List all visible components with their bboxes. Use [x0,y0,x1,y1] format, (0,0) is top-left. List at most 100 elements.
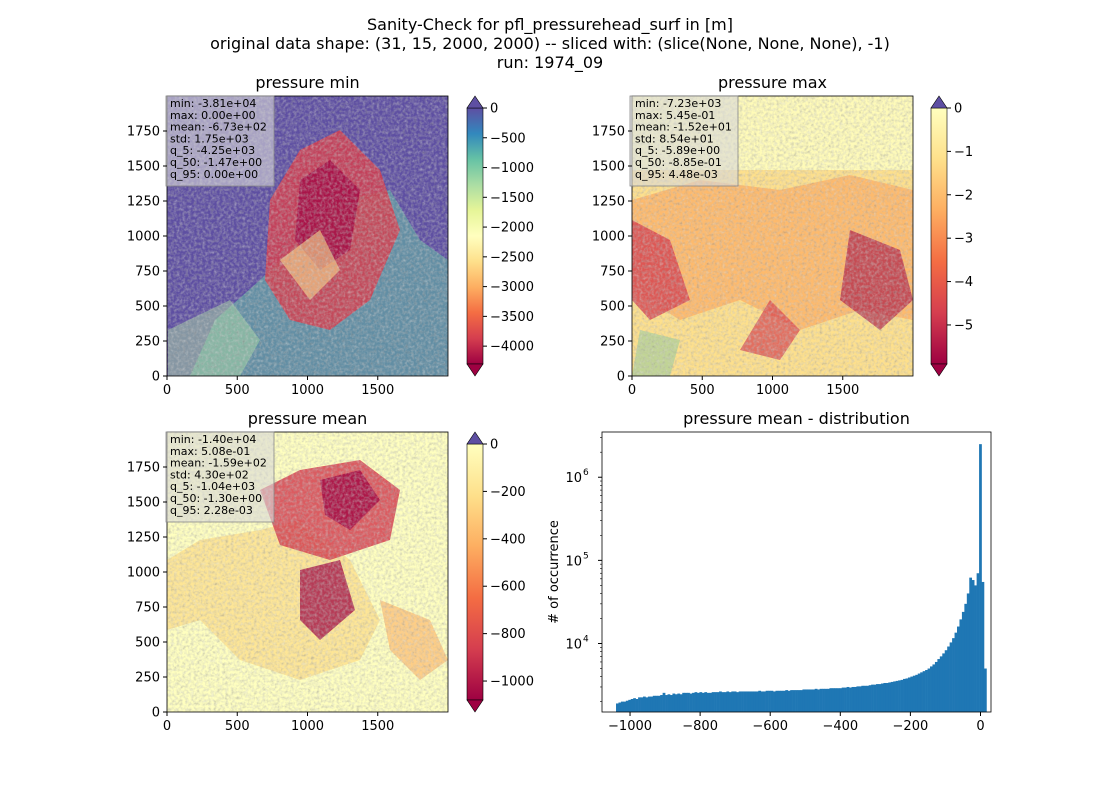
histogram-bar [885,682,889,712]
x-tick-label: 500 [225,719,250,734]
histogram-bar [927,668,931,712]
panel-distribution: pressure mean - distribution −1000 −800 −6… [547,409,992,734]
histogram-bar [880,683,884,712]
y-tick-label: 0 [152,706,160,721]
histogram-bar [770,690,774,712]
histogram-bar [746,691,749,712]
histogram-bar [736,692,739,712]
panel-title: pressure mean - distribution [683,409,910,428]
histogram-bar [669,695,673,712]
histogram-bar [716,692,720,712]
histogram-bar [687,692,690,712]
x-tick-label: 500 [225,383,250,398]
histogram-bar [930,666,933,712]
x-tick-label: 1000 [291,383,324,398]
y-tick-label: 1000 [127,230,160,245]
stats-line: std: 1.75e+03 [170,132,249,145]
histogram-bar [910,676,914,712]
colorbar-tick-label: −4 [954,275,973,290]
colorbar-extend-max [930,95,948,109]
histogram-bar [920,672,923,712]
histogram-bar [905,678,909,712]
histogram-bar [834,688,838,712]
colorbar-tick-label: −1 [954,145,973,160]
colorbar-extend-min [466,363,484,377]
histogram-bar [628,699,632,712]
histogram-bar [682,692,686,712]
histogram-bar [900,679,904,712]
y-tick-label: 1750 [127,125,160,140]
histogram-bar [861,685,865,712]
histogram-bar [782,690,786,712]
histogram-bar [763,691,766,712]
histogram-bar [873,684,877,712]
stats-line: mean: -6.73e+02 [170,121,267,134]
stats-line: q_50: -1.30e+00 [170,492,262,505]
stats-line: q_50: -8.85e-01 [635,156,722,169]
histogram-bar [809,689,813,712]
histogram-bar [961,611,965,712]
histogram-bar [853,686,857,712]
histogram-bar [863,685,867,712]
histogram-bar [839,688,843,712]
y-tick-label: 0 [152,370,160,385]
histogram-bar [792,690,796,712]
colorbar-tick-label: −200 [490,485,526,500]
histogram-bar [657,695,661,712]
suptitle-line: original data shape: (31, 15, 2000, 2000… [210,34,890,53]
histogram-bar [714,692,717,712]
histogram-bar [777,690,781,712]
histogram-bar [802,689,806,712]
histogram-bar [731,691,735,712]
y-tick-label: 1500 [592,160,625,175]
histogram-bar [981,581,985,712]
stats-line: q_95: 2.28e-03 [170,504,253,517]
histogram-bar [748,691,752,712]
colorbar-tick-label: −1000 [490,161,534,176]
colorbar-tick-label: −2 [954,188,973,203]
colorbar-tick-label: −800 [490,627,526,642]
colorbar-tick-label: 0 [954,102,962,117]
histogram-bar [635,699,639,712]
histogram-bar [979,444,982,712]
histogram-bar [765,690,769,712]
histogram-bar [883,682,887,712]
histogram-bar [755,691,759,712]
histogram-bar [817,689,820,712]
histogram-bar [623,701,627,712]
stats-line: min: -7.23e+03 [635,97,721,110]
histogram-bar [812,689,816,712]
colorbar-tick-label: −3500 [490,310,534,325]
y-tick-label: 750 [135,601,160,616]
histogram-bar [618,702,622,712]
histogram-bar [800,690,803,712]
y-tick-exponent: 4 [583,635,589,645]
histogram-bar [709,692,712,712]
y-tick-label: 750 [135,265,160,280]
x-tick-label: 0 [628,383,636,398]
histogram-bar [846,686,850,712]
histogram-bar [964,603,968,712]
histogram-bar [743,691,747,712]
y-tick-label: 0 [617,370,625,385]
histogram-bar [922,671,926,712]
colorbar-tick-label: −1500 [490,191,534,206]
histogram-bar [807,689,811,712]
histogram-bar [944,650,948,712]
stats-line: max: 5.08e-01 [170,445,250,458]
histogram-bar [851,686,855,712]
histogram-bar [750,691,754,712]
y-tick-label: 250 [600,335,625,350]
histogram-bar [726,691,730,712]
histogram-bar [934,661,938,712]
histogram-bar [969,577,973,712]
y-tick-label: 250 [135,671,160,686]
y-tick-exponent: 5 [583,551,589,561]
histogram-bar [939,656,943,712]
histogram-bar [819,688,823,712]
histogram-bar [650,696,654,712]
